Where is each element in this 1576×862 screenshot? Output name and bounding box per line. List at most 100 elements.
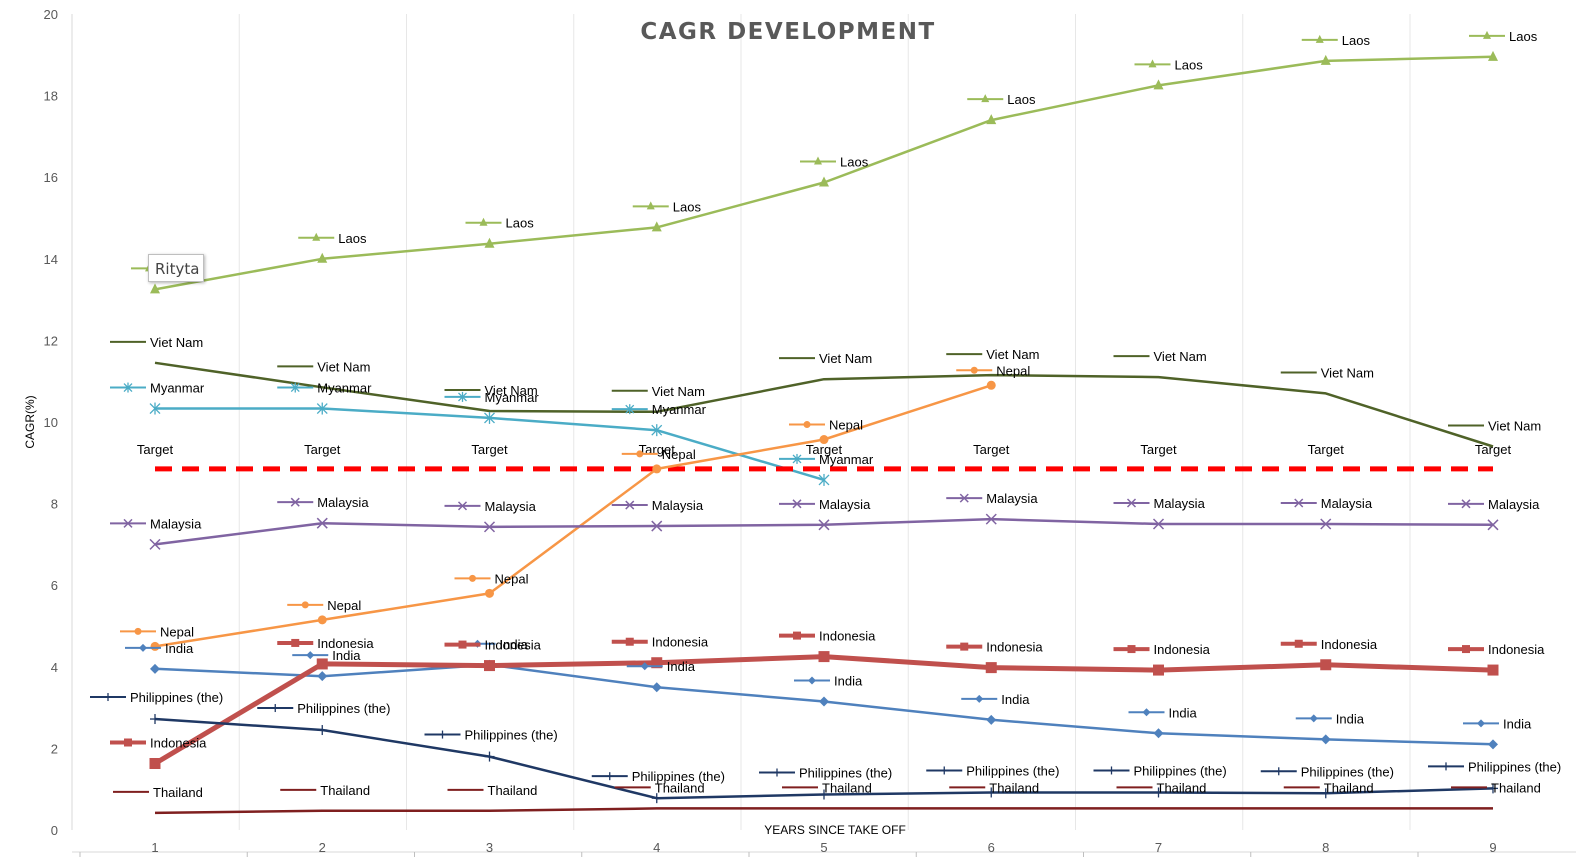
data-label-viet-nam: Viet Nam xyxy=(1321,365,1374,380)
data-point-india xyxy=(317,671,328,682)
data-point-laos xyxy=(651,221,662,232)
data-point-philippines-the xyxy=(1488,783,1498,794)
data-point-philippines-the xyxy=(651,793,662,804)
y-tick-label: 10 xyxy=(44,415,58,430)
data-label-marker-malaysia xyxy=(123,518,133,528)
data-point-malaysia-stroke xyxy=(1320,518,1332,530)
data-label-nepal: Nepal xyxy=(495,571,529,586)
data-label-nepal: Nepal xyxy=(996,363,1030,378)
data-label-marker-malaysia-stroke xyxy=(123,518,133,528)
data-label-thailand: Thailand xyxy=(153,785,203,800)
data-label-malaysia: Malaysia xyxy=(819,497,871,512)
data-label-marker-malaysia xyxy=(792,499,802,509)
data-label-marker-malaysia xyxy=(290,497,300,507)
data-label-marker-myanmar xyxy=(792,453,802,464)
y-tick-label: 0 xyxy=(51,823,58,838)
data-label-target: Target xyxy=(471,442,508,457)
data-point-indonesia xyxy=(651,657,663,669)
data-point-laos xyxy=(317,252,328,263)
data-label-marker-nepal xyxy=(301,601,309,609)
data-label-philippines-the: Philippines (the) xyxy=(966,763,1059,778)
data-label-target: Target xyxy=(1140,442,1177,457)
data-point-india xyxy=(150,663,160,674)
data-label-india: India xyxy=(1001,692,1030,707)
data-label-malaysia: Malaysia xyxy=(150,516,202,531)
data-point-myanmar xyxy=(149,402,161,415)
data-point-india xyxy=(1320,734,1331,745)
y-tick-label: 12 xyxy=(44,333,58,348)
x-tick-label: 8 xyxy=(1322,840,1329,855)
data-label-marker-laos xyxy=(312,232,321,241)
data-point-malaysia xyxy=(818,519,830,531)
data-point-myanmar xyxy=(316,402,328,415)
data-label-marker-malaysia xyxy=(1126,498,1137,508)
data-label-marker-myanmar xyxy=(625,404,635,415)
data-label-marker-malaysia xyxy=(1294,498,1304,508)
data-point-philippines-the xyxy=(1153,787,1164,798)
hover-tooltip: Rityta xyxy=(148,254,204,282)
data-point-malaysia xyxy=(483,521,496,533)
data-label-marker-philippines-the xyxy=(1107,766,1116,775)
data-label-marker-indonesia xyxy=(1462,645,1470,654)
data-label-philippines-the: Philippines (the) xyxy=(1134,763,1227,778)
data-point-malaysia xyxy=(1152,518,1165,530)
data-label-marker-philippines-the xyxy=(438,730,447,739)
data-label-marker-philippines-the xyxy=(271,704,280,713)
data-label-marker-laos xyxy=(1483,30,1491,39)
data-label-philippines-the: Philippines (the) xyxy=(632,769,725,784)
data-point-laos xyxy=(986,114,997,125)
series-line-viet-nam xyxy=(154,361,1494,448)
data-label-indonesia: Indonesia xyxy=(986,640,1043,655)
data-label-thailand: Thailand xyxy=(655,780,705,795)
data-label-thailand: Thailand xyxy=(822,780,872,795)
data-label-philippines-the: Philippines (the) xyxy=(297,701,390,716)
data-label-marker-philippines-the xyxy=(773,768,781,777)
data-label-marker-malaysia-stroke xyxy=(457,501,468,511)
data-label-malaysia: Malaysia xyxy=(986,491,1038,506)
data-label-malaysia: Malaysia xyxy=(485,499,537,514)
data-label-marker-philippines-the xyxy=(605,772,614,781)
data-label-indonesia: Indonesia xyxy=(317,636,374,651)
data-label-marker-nepal xyxy=(134,627,142,635)
data-label-marker-malaysia-stroke xyxy=(1294,498,1304,508)
data-label-marker-nepal xyxy=(469,574,476,582)
data-point-malaysia-stroke xyxy=(818,519,830,531)
data-point-myanmar xyxy=(818,473,830,486)
data-label-target: Target xyxy=(304,442,341,457)
data-label-target: Target xyxy=(137,442,174,457)
y-tick-label: 20 xyxy=(44,7,58,22)
data-point-philippines-the xyxy=(1320,788,1331,799)
data-label-marker-india xyxy=(975,694,984,703)
data-point-myanmar xyxy=(651,424,663,437)
data-point-nepal xyxy=(317,615,327,625)
data-label-philippines-the: Philippines (the) xyxy=(1468,759,1561,774)
data-label-india: India xyxy=(500,637,529,652)
data-point-myanmar xyxy=(484,411,495,424)
data-point-malaysia-stroke xyxy=(316,517,328,529)
data-label-marker-philippines-the xyxy=(1442,762,1450,771)
data-label-myanmar: Myanmar xyxy=(485,390,540,405)
data-label-target: Target xyxy=(806,442,843,457)
y-tick-label: 14 xyxy=(44,252,58,267)
data-label-marker-malaysia-stroke xyxy=(959,493,969,503)
data-point-indonesia xyxy=(1153,664,1164,676)
data-point-malaysia-stroke xyxy=(985,513,997,525)
data-point-indonesia xyxy=(149,757,161,769)
data-point-india xyxy=(1153,728,1164,739)
data-point-malaysia xyxy=(651,520,663,532)
x-axis-label: YEARS SINCE TAKE OFF xyxy=(764,823,906,837)
data-label-marker-laos xyxy=(814,156,822,165)
data-label-indonesia: Indonesia xyxy=(150,735,207,750)
data-label-philippines-the: Philippines (the) xyxy=(465,728,558,743)
series-line-malaysia xyxy=(154,517,1494,546)
data-label-laos: Laos xyxy=(840,155,869,170)
data-label-target: Target xyxy=(973,442,1010,457)
data-point-nepal xyxy=(819,435,829,445)
data-point-philippines-the xyxy=(819,789,829,800)
data-label-myanmar: Myanmar xyxy=(317,381,372,396)
data-label-myanmar: Myanmar xyxy=(652,402,707,417)
data-point-india xyxy=(986,714,997,725)
y-tick-label: 4 xyxy=(51,660,58,675)
data-label-india: India xyxy=(332,648,361,663)
